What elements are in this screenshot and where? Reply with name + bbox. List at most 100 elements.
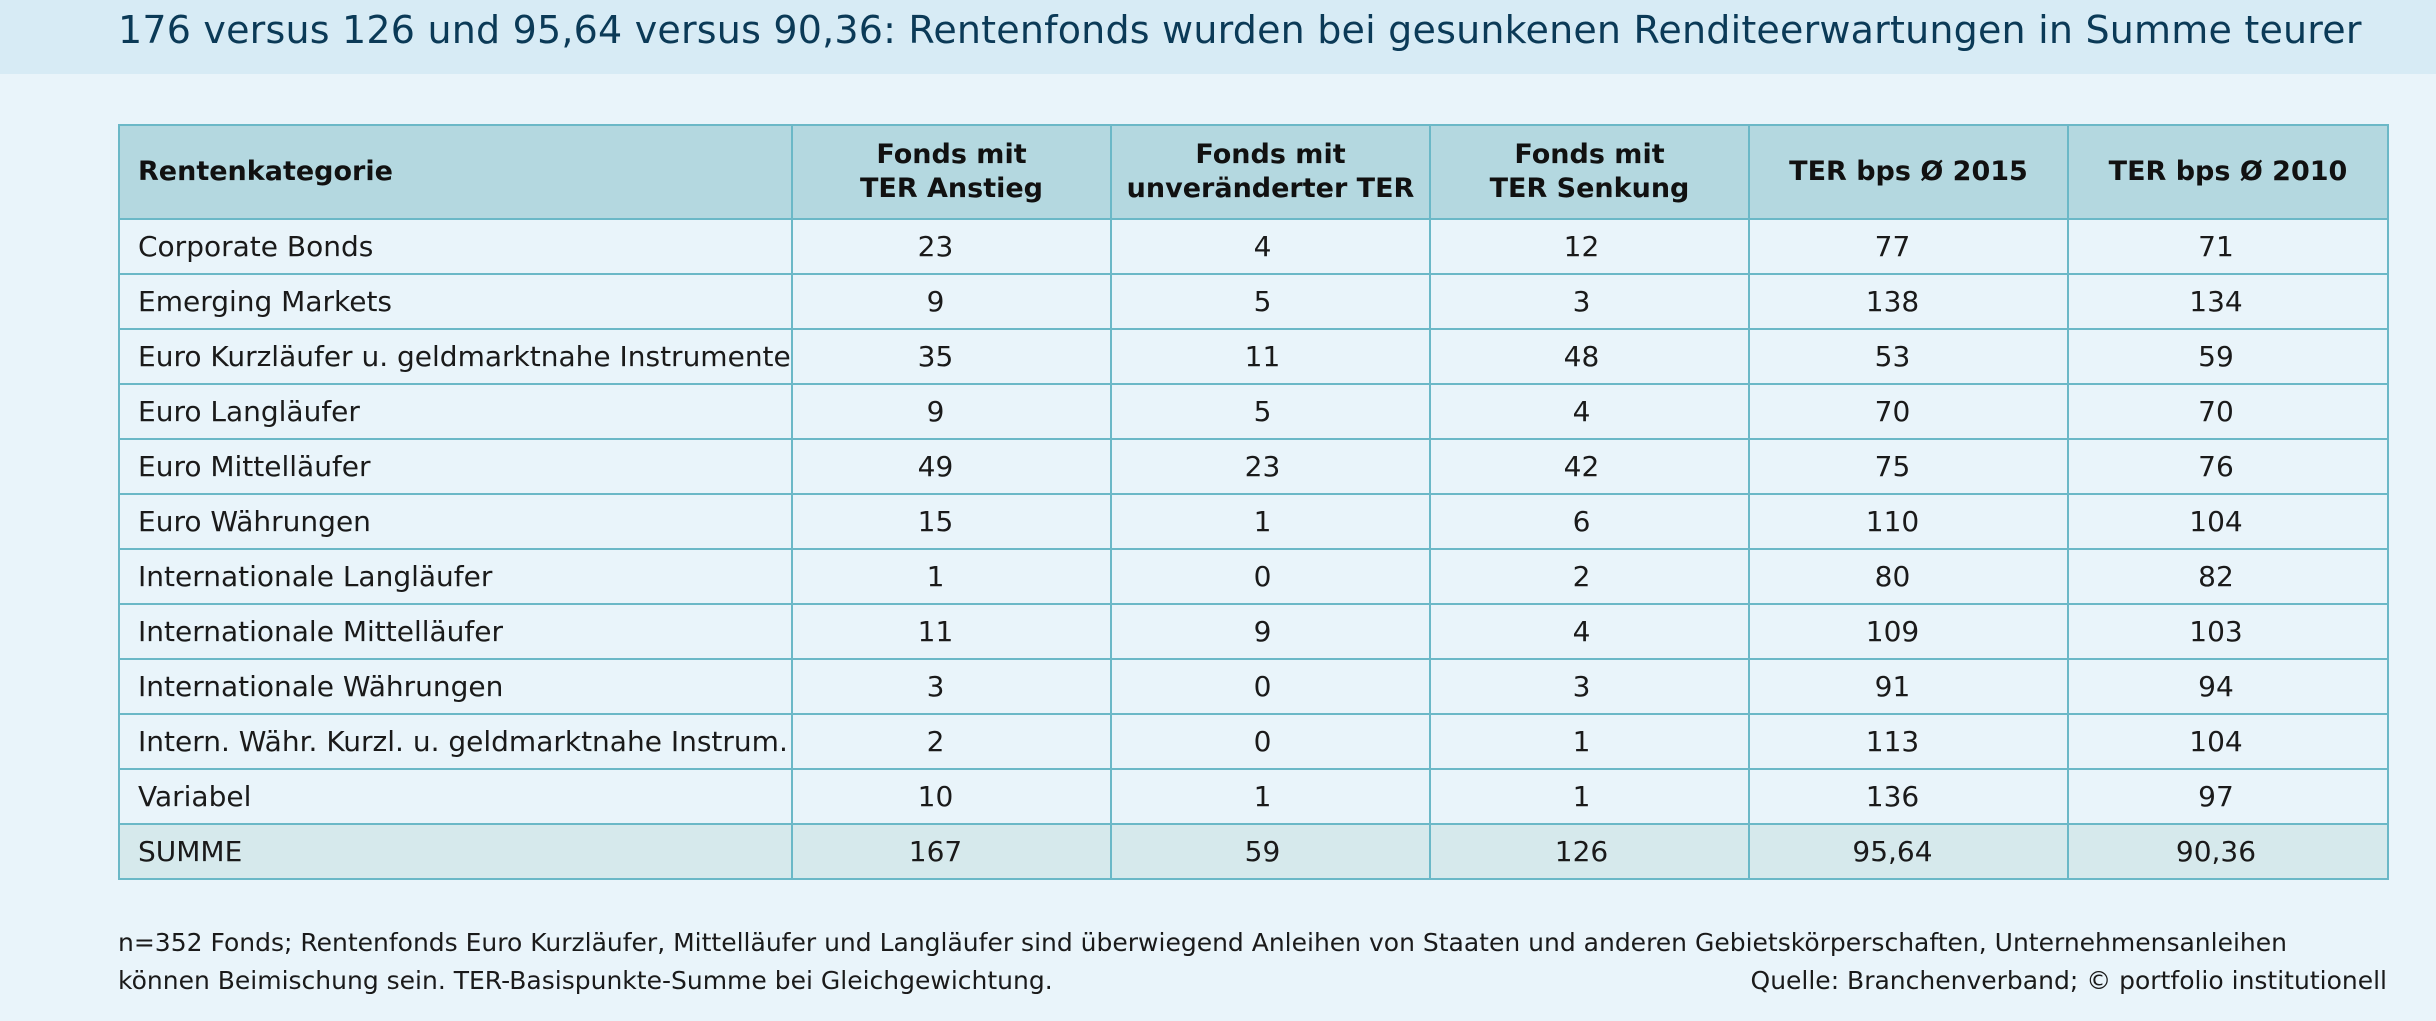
cell-value: Variabel <box>138 780 252 813</box>
cell-value: 70 <box>1874 395 1911 428</box>
cell-unveraenderter-ter: 23 <box>1110 438 1431 495</box>
cell-value: Internationale Langläufer <box>138 560 493 593</box>
table-row: Euro Kurzläufer u. geldmarktnahe Instrum… <box>118 328 2389 385</box>
cell-ter-2010: 104 <box>2067 713 2389 770</box>
table-row: Corporate Bonds 23 4 12 77 71 <box>118 218 2389 275</box>
cell-ter-senkung: 48 <box>1429 328 1750 385</box>
cell-ter-2010: 90,36 <box>2067 823 2389 880</box>
header-label: TER bps Ø 2010 <box>2108 156 2348 187</box>
cell-value: 70 <box>2198 395 2234 428</box>
cell-ter-2010: 134 <box>2067 273 2389 330</box>
cell-rentenkategorie: Corporate Bonds <box>118 218 793 275</box>
cell-ter-2010: 70 <box>2067 383 2389 440</box>
cell-ter-2010: 103 <box>2067 603 2389 660</box>
source-credit: Quelle: Branchenverband; © portfolio ins… <box>1750 966 2387 995</box>
cell-rentenkategorie: Euro Mittelläufer <box>118 438 793 495</box>
cell-ter-anstieg: 11 <box>791 603 1112 660</box>
cell-value: 5 <box>1253 395 1272 428</box>
column-header-ter-anstieg: Fonds mit TER Anstieg <box>791 124 1112 220</box>
cell-ter-anstieg: 2 <box>791 713 1112 770</box>
cell-ter-2010: 71 <box>2067 218 2389 275</box>
cell-value: 77 <box>1874 230 1911 263</box>
header-label: Fonds mit <box>1195 139 1346 170</box>
cell-rentenkategorie: Intern. Währ. Kurzl. u. geldmarktnahe In… <box>118 713 793 770</box>
cell-ter-anstieg: 3 <box>791 658 1112 715</box>
cell-ter-senkung: 3 <box>1429 658 1750 715</box>
table-row: Variabel 10 1 1 136 97 <box>118 768 2389 825</box>
table-row: Euro Währungen 15 1 6 110 104 <box>118 493 2389 550</box>
table-row: Internationale Währungen 3 0 3 91 94 <box>118 658 2389 715</box>
page-title: 176 versus 126 und 95,64 versus 90,36: R… <box>118 8 2362 52</box>
cell-value: 53 <box>1874 340 1911 373</box>
cell-value: 1 <box>1253 505 1272 538</box>
cell-ter-2015: 77 <box>1748 218 2069 275</box>
cell-value: 59 <box>1244 835 1281 868</box>
cell-ter-senkung: 12 <box>1429 218 1750 275</box>
cell-value: Euro Mittelläufer <box>138 450 371 483</box>
cell-value: 90,36 <box>2175 835 2257 868</box>
cell-ter-anstieg: 23 <box>791 218 1112 275</box>
cell-value: 80 <box>1874 560 1911 593</box>
cell-value: 134 <box>2189 285 2243 318</box>
cell-value: Corporate Bonds <box>138 230 374 263</box>
cell-ter-2010: 76 <box>2067 438 2389 495</box>
cell-value: 9 <box>926 395 945 428</box>
cell-value: 0 <box>1253 560 1272 593</box>
footnote-line-1: n=352 Fonds; Rentenfonds Euro Kurzläufer… <box>118 928 2287 957</box>
cell-value: 4 <box>1572 615 1591 648</box>
table-row: Internationale Langläufer 1 0 2 80 82 <box>118 548 2389 605</box>
table-row: Emerging Markets 9 5 3 138 134 <box>118 273 2389 330</box>
table-row-summe: SUMME 167 59 126 95,64 90,36 <box>118 823 2389 880</box>
cell-ter-2010: 104 <box>2067 493 2389 550</box>
cell-unveraenderter-ter: 0 <box>1110 658 1431 715</box>
header-label: unveränderter TER <box>1126 173 1415 204</box>
cell-value: 76 <box>2198 450 2234 483</box>
cell-unveraenderter-ter: 5 <box>1110 383 1431 440</box>
cell-ter-2015: 110 <box>1748 493 2069 550</box>
cell-unveraenderter-ter: 1 <box>1110 768 1431 825</box>
cell-ter-senkung: 2 <box>1429 548 1750 605</box>
cell-rentenkategorie: Internationale Währungen <box>118 658 793 715</box>
header-label: TER bps Ø 2015 <box>1789 156 2028 187</box>
cell-value: 71 <box>2198 230 2234 263</box>
cell-value: 95,64 <box>1852 835 1933 868</box>
cell-value: 1 <box>926 560 945 593</box>
cell-value: 49 <box>917 450 954 483</box>
cell-ter-anstieg: 1 <box>791 548 1112 605</box>
cell-value: 104 <box>2189 725 2243 758</box>
cell-value: 23 <box>917 230 954 263</box>
cell-ter-senkung: 42 <box>1429 438 1750 495</box>
cell-unveraenderter-ter: 0 <box>1110 548 1431 605</box>
cell-ter-2015: 95,64 <box>1748 823 2069 880</box>
cell-ter-senkung: 4 <box>1429 383 1750 440</box>
footnote: n=352 Fonds; Rentenfonds Euro Kurzläufer… <box>118 924 2387 1000</box>
cell-unveraenderter-ter: 11 <box>1110 328 1431 385</box>
cell-ter-anstieg: 35 <box>791 328 1112 385</box>
table-row: Euro Langläufer 9 5 4 70 70 <box>118 383 2389 440</box>
cell-value: 113 <box>1865 725 1920 758</box>
cell-unveraenderter-ter: 5 <box>1110 273 1431 330</box>
cell-value: 126 <box>1554 835 1609 868</box>
cell-value: Internationale Währungen <box>138 670 504 703</box>
cell-value: 5 <box>1253 285 1272 318</box>
cell-value: 1 <box>1253 780 1272 813</box>
cell-value: 1 <box>1572 725 1591 758</box>
cell-ter-2015: 80 <box>1748 548 2069 605</box>
cell-ter-2010: 82 <box>2067 548 2389 605</box>
cell-ter-anstieg: 9 <box>791 383 1112 440</box>
cell-value: 35 <box>917 340 954 373</box>
cell-value: 75 <box>1874 450 1911 483</box>
cell-ter-2010: 59 <box>2067 328 2389 385</box>
cell-value: 109 <box>1865 615 1920 648</box>
cell-value: 82 <box>2198 560 2234 593</box>
cell-ter-2010: 97 <box>2067 768 2389 825</box>
column-header-ter-2015: TER bps Ø 2015 <box>1748 124 2069 220</box>
cell-value: 2 <box>926 725 945 758</box>
cell-unveraenderter-ter: 0 <box>1110 713 1431 770</box>
cell-unveraenderter-ter: 1 <box>1110 493 1431 550</box>
cell-rentenkategorie: Euro Langläufer <box>118 383 793 440</box>
header-label: Fonds mit <box>1514 139 1665 170</box>
cell-ter-anstieg: 167 <box>791 823 1112 880</box>
cell-value: 59 <box>2198 340 2234 373</box>
cell-value: 0 <box>1253 670 1272 703</box>
